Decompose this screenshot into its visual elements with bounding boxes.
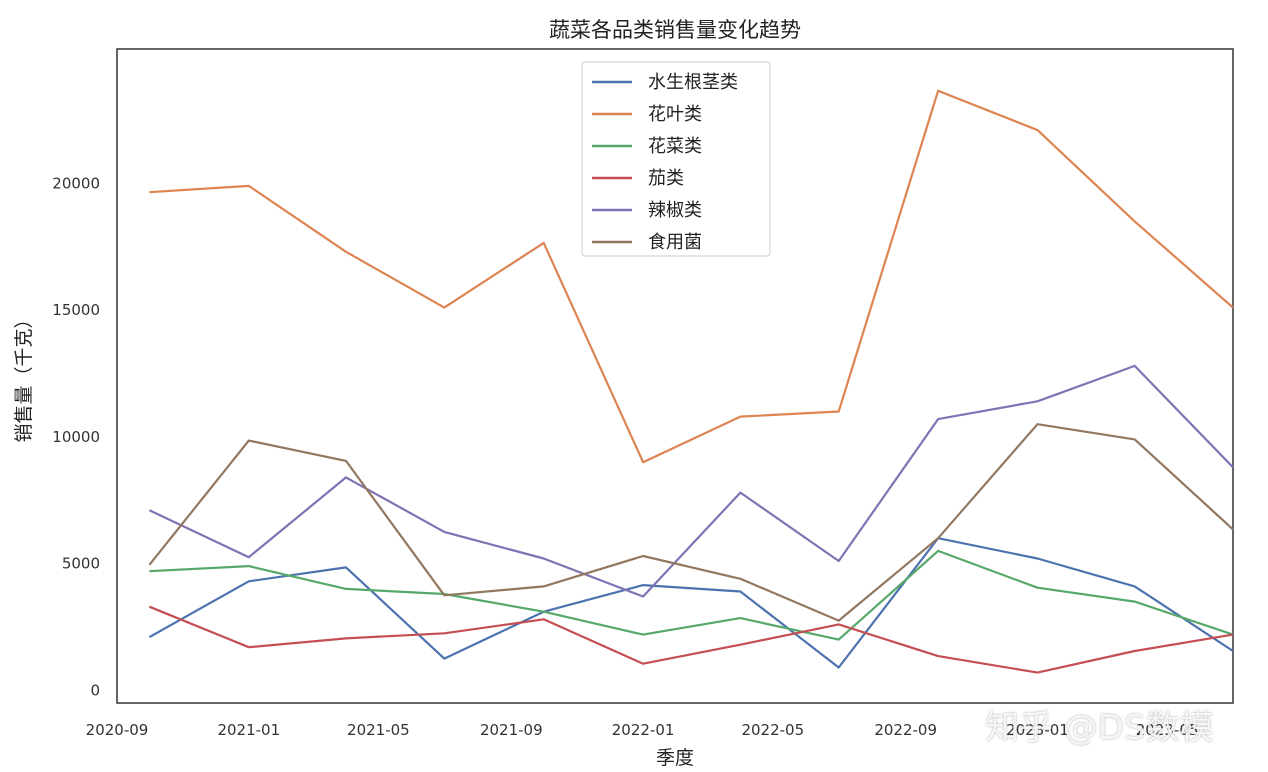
series-line-4: [148, 364, 1234, 598]
series-line-2: [149, 549, 1234, 641]
y-tick-labels: 0 5000 10000 15000 20000: [52, 174, 100, 699]
x-tick-label: 2022-05: [741, 721, 804, 739]
x-axis-label: 季度: [656, 747, 694, 769]
x-tick-label: 2021-01: [217, 721, 280, 739]
legend-label-1: 花叶类: [648, 104, 702, 125]
legend-label-3: 茄类: [648, 168, 684, 189]
y-tick-label: 0: [90, 681, 100, 699]
x-tick-label: 2022-09: [874, 721, 937, 739]
x-tick-label: 2021-09: [480, 721, 543, 739]
y-tick-label: 15000: [52, 301, 100, 319]
legend-label-2: 花菜类: [648, 136, 702, 157]
legend-label-4: 辣椒类: [648, 200, 702, 221]
y-axis-label: 销售量（千克）: [13, 309, 35, 442]
x-tick-label: 2023-01: [1006, 721, 1069, 739]
legend-label-0: 水生根茎类: [648, 72, 738, 93]
x-tick-label: 2023-05: [1136, 721, 1199, 739]
series-layer: [148, 89, 1234, 674]
x-tick-label: 2022-01: [612, 721, 675, 739]
legend-box: [581, 61, 771, 257]
series-line-1: [149, 89, 1234, 464]
x-tick-labels: 2020-09 2021-01 2021-05 2021-09 2022-01 2022-…: [86, 721, 1199, 739]
series-line-0: [148, 537, 1234, 669]
legend-label-5: 食用菌: [648, 232, 702, 253]
series-line-5: [148, 423, 1234, 622]
y-tick-label: 5000: [62, 555, 100, 573]
watermark: 知乎 @DS数模: [985, 708, 1214, 748]
series-line-3: [148, 605, 1234, 674]
x-tick-label: 2020-09: [86, 721, 149, 739]
y-tick-label: 10000: [52, 428, 100, 446]
x-tick-label: 2021-05: [347, 721, 410, 739]
y-tick-label: 20000: [52, 174, 100, 192]
chart-title: 蔬菜各品类销售量变化趋势: [549, 18, 801, 42]
